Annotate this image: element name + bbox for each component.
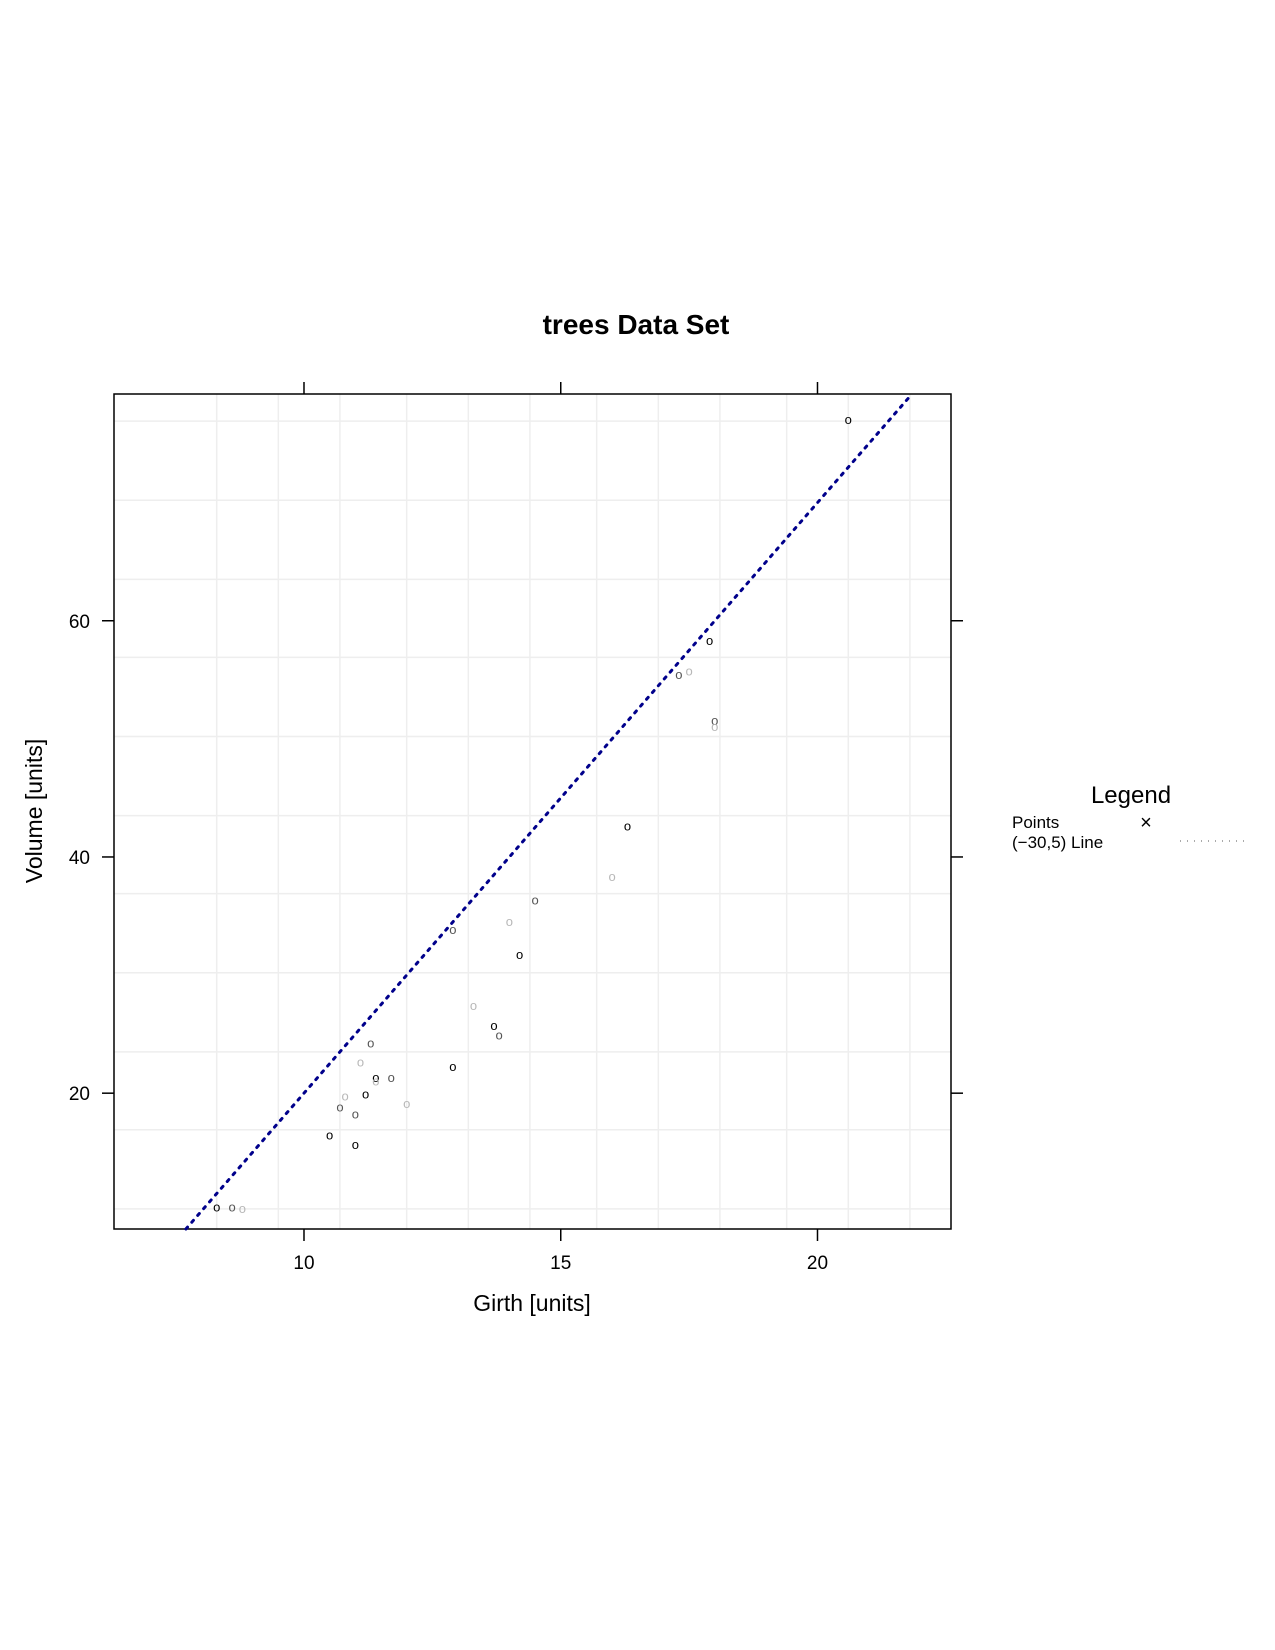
- legend: Legend Points × (−30,5) Line: [1012, 782, 1250, 852]
- reference-line: [184, 392, 914, 1231]
- data-point: o: [372, 1070, 379, 1085]
- data-point: o: [845, 412, 852, 427]
- data-point: o: [362, 1086, 369, 1101]
- data-point: o: [352, 1137, 359, 1152]
- data-point: o: [685, 664, 692, 679]
- data-point: o: [608, 869, 615, 884]
- data-point: o: [449, 922, 456, 937]
- data-point: o: [239, 1201, 246, 1216]
- plot-frame: [113, 393, 952, 1230]
- x-tick-label: 20: [807, 1253, 828, 1274]
- data-point: o: [372, 1073, 379, 1088]
- grid: [114, 394, 951, 1229]
- data-point: o: [711, 713, 718, 728]
- data-point: o: [470, 998, 477, 1013]
- data-point: o: [516, 947, 523, 962]
- data-point: o: [706, 633, 713, 648]
- data-point: o: [496, 1027, 503, 1042]
- data-point: o: [490, 1018, 497, 1033]
- chart-title: trees Data Set: [543, 309, 730, 340]
- legend-label-points: Points: [1012, 813, 1059, 832]
- data-point: o: [326, 1128, 333, 1143]
- data-point: o: [711, 719, 718, 734]
- data-point: o: [352, 1106, 359, 1121]
- axis-ticks: [102, 382, 963, 1241]
- data-point: o: [403, 1096, 410, 1111]
- x-tick-label: 10: [293, 1253, 314, 1274]
- tick-labels: 10 15 20 20 40 60: [69, 612, 828, 1274]
- data-point: o: [341, 1089, 348, 1104]
- data-point: o: [367, 1036, 374, 1051]
- data-point: o: [624, 818, 631, 833]
- legend-symbol-cross: ×: [1140, 812, 1152, 834]
- legend-label-line: (−30,5) Line: [1012, 833, 1103, 852]
- data-point: o: [675, 667, 682, 682]
- y-axis-label: Volume [units]: [21, 739, 47, 883]
- data-point: o: [531, 893, 538, 908]
- data-point: o: [506, 914, 513, 929]
- y-tick-label: 40: [69, 848, 90, 869]
- legend-title: Legend: [1091, 782, 1171, 809]
- y-tick-label: 20: [69, 1084, 90, 1105]
- y-tick-label: 60: [69, 612, 90, 633]
- data-point: o: [449, 1059, 456, 1074]
- x-axis-label: Girth [units]: [473, 1290, 591, 1316]
- data-point: o: [336, 1099, 343, 1114]
- data-point: o: [213, 1200, 220, 1215]
- x-tick-label: 15: [550, 1253, 571, 1274]
- data-point: o: [228, 1200, 235, 1215]
- data-point: o: [357, 1054, 364, 1069]
- data-point: o: [388, 1070, 395, 1085]
